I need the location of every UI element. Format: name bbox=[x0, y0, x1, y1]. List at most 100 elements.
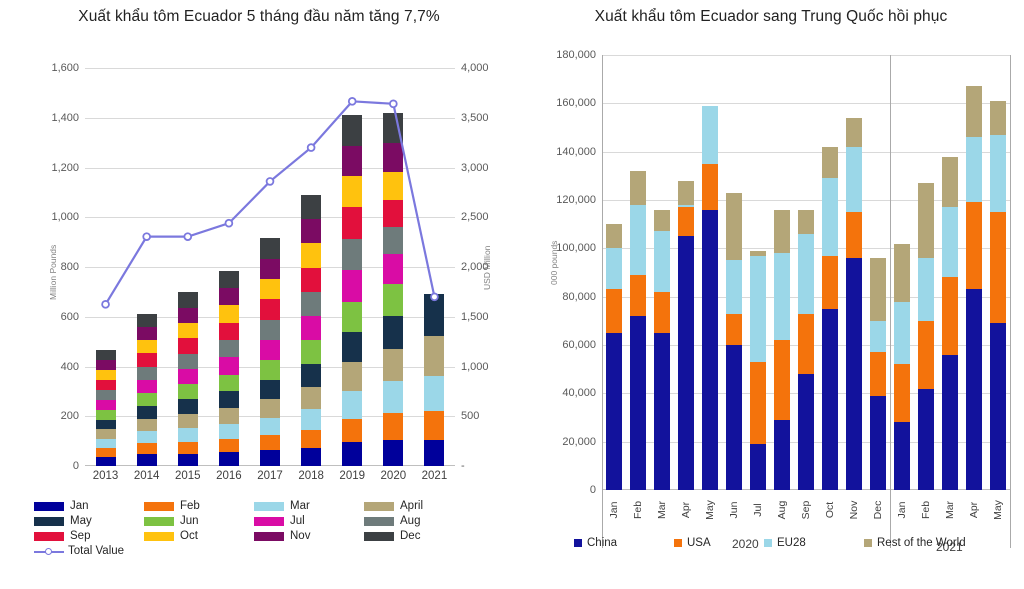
bar-segment-mar[interactable] bbox=[136, 430, 157, 444]
bar-stack[interactable] bbox=[654, 209, 670, 490]
bar-segment-may[interactable] bbox=[177, 399, 198, 414]
bar-segment-usa[interactable] bbox=[990, 212, 1006, 324]
bar-segment-may[interactable] bbox=[383, 315, 404, 350]
bar-segment-oct[interactable] bbox=[301, 243, 322, 268]
bar-segment-china[interactable] bbox=[630, 316, 646, 490]
bar-segment-dec[interactable] bbox=[95, 349, 116, 361]
bar-segment-china[interactable] bbox=[606, 332, 622, 490]
bar-segment-feb[interactable] bbox=[342, 418, 363, 443]
bar-segment-dec[interactable] bbox=[301, 194, 322, 220]
bar-segment-eu28[interactable] bbox=[726, 260, 742, 314]
bar-segment-aug[interactable] bbox=[260, 319, 280, 340]
bar-segment-nov[interactable] bbox=[301, 219, 322, 244]
bar-segment-rest-of-the-world[interactable] bbox=[654, 209, 670, 232]
bar-segment-feb[interactable] bbox=[218, 439, 239, 453]
bar-segment-aug[interactable] bbox=[95, 390, 116, 401]
bar-stack[interactable] bbox=[726, 192, 742, 490]
bar-segment-dec[interactable] bbox=[342, 115, 363, 146]
legend-item-rest-of-the-world[interactable]: Rest of the World bbox=[864, 537, 966, 549]
bar-segment-sep[interactable] bbox=[342, 207, 363, 239]
bar-segment-rest-of-the-world[interactable] bbox=[798, 209, 814, 234]
bar-segment-nov[interactable] bbox=[177, 307, 198, 323]
bar-segment-china[interactable] bbox=[990, 323, 1006, 490]
bar-segment-rest-of-the-world[interactable] bbox=[942, 156, 958, 208]
bar-segment-usa[interactable] bbox=[870, 352, 886, 396]
bar-segment-usa[interactable] bbox=[678, 207, 694, 237]
bar-segment-jun[interactable] bbox=[177, 384, 198, 400]
bar-segment-eu28[interactable] bbox=[774, 253, 790, 341]
bar-stack[interactable] bbox=[342, 115, 363, 466]
bar-segment-china[interactable] bbox=[942, 354, 958, 490]
bar-segment-china[interactable] bbox=[918, 388, 934, 490]
bar-segment-usa[interactable] bbox=[702, 163, 718, 210]
bar-segment-may[interactable] bbox=[301, 364, 322, 387]
bar-segment-jun[interactable] bbox=[95, 410, 116, 420]
bar-segment-dec[interactable] bbox=[383, 112, 404, 143]
bar-segment-rest-of-the-world[interactable] bbox=[726, 192, 742, 261]
bar-segment-sep[interactable] bbox=[136, 353, 157, 367]
bar-segment-rest-of-the-world[interactable] bbox=[678, 180, 694, 205]
bar-segment-mar[interactable] bbox=[301, 409, 322, 431]
bar-segment-sep[interactable] bbox=[177, 338, 198, 354]
bar-segment-jun[interactable] bbox=[136, 392, 157, 406]
bar-segment-oct[interactable] bbox=[218, 305, 239, 323]
bar-stack[interactable] bbox=[966, 86, 982, 490]
bar-segment-eu28[interactable] bbox=[990, 134, 1006, 213]
legend-item-jan[interactable]: Jan bbox=[34, 500, 144, 512]
bar-segment-sep[interactable] bbox=[218, 322, 239, 340]
bar-segment-china[interactable] bbox=[870, 395, 886, 490]
bar-segment-mar[interactable] bbox=[424, 376, 445, 412]
bar-stack[interactable] bbox=[630, 171, 646, 490]
bar-stack[interactable] bbox=[702, 105, 718, 490]
bar-segment-jan[interactable] bbox=[383, 439, 404, 466]
bar-segment-usa[interactable] bbox=[750, 361, 766, 445]
bar-segment-oct[interactable] bbox=[260, 278, 280, 300]
bar-segment-april[interactable] bbox=[136, 418, 157, 431]
bar-segment-aug[interactable] bbox=[383, 227, 404, 255]
bar-stack[interactable] bbox=[218, 270, 239, 466]
bar-segment-nov[interactable] bbox=[383, 142, 404, 173]
bar-segment-mar[interactable] bbox=[383, 381, 404, 413]
bar-segment-oct[interactable] bbox=[177, 322, 198, 339]
bar-segment-eu28[interactable] bbox=[966, 137, 982, 203]
bar-stack[interactable] bbox=[798, 209, 814, 490]
legend-item-aug[interactable]: Aug bbox=[364, 515, 474, 527]
bar-stack[interactable] bbox=[260, 237, 280, 466]
bar-segment-may[interactable] bbox=[136, 405, 157, 419]
bar-segment-usa[interactable] bbox=[774, 340, 790, 420]
bar-stack[interactable] bbox=[678, 180, 694, 490]
bar-segment-china[interactable] bbox=[966, 289, 982, 490]
bar-segment-jan[interactable] bbox=[95, 456, 116, 466]
bar-segment-rest-of-the-world[interactable] bbox=[606, 224, 622, 249]
bar-segment-rest-of-the-world[interactable] bbox=[894, 243, 910, 302]
bar-segment-jul[interactable] bbox=[260, 339, 280, 361]
bar-segment-feb[interactable] bbox=[95, 448, 116, 457]
bar-segment-china[interactable] bbox=[822, 308, 838, 490]
bar-segment-rest-of-the-world[interactable] bbox=[918, 183, 934, 259]
bar-segment-oct[interactable] bbox=[95, 370, 116, 381]
bar-segment-feb[interactable] bbox=[136, 443, 157, 455]
bar-segment-china[interactable] bbox=[726, 345, 742, 490]
bar-stack[interactable] bbox=[822, 146, 838, 490]
bar-segment-usa[interactable] bbox=[798, 313, 814, 374]
bar-segment-april[interactable] bbox=[218, 407, 239, 424]
bar-segment-usa[interactable] bbox=[846, 212, 862, 258]
bar-segment-aug[interactable] bbox=[218, 339, 239, 358]
bar-segment-usa[interactable] bbox=[894, 364, 910, 423]
legend-item-feb[interactable]: Feb bbox=[144, 500, 254, 512]
bar-segment-china[interactable] bbox=[894, 422, 910, 490]
bar-segment-eu28[interactable] bbox=[870, 320, 886, 353]
bar-segment-usa[interactable] bbox=[606, 289, 622, 333]
bar-segment-jul[interactable] bbox=[301, 316, 322, 341]
bar-segment-rest-of-the-world[interactable] bbox=[966, 86, 982, 138]
bar-segment-jan[interactable] bbox=[136, 454, 157, 466]
legend-item-usa[interactable]: USA bbox=[674, 537, 711, 549]
bar-segment-rest-of-the-world[interactable] bbox=[822, 146, 838, 179]
legend-item-april[interactable]: April bbox=[364, 500, 474, 512]
bar-segment-usa[interactable] bbox=[966, 202, 982, 290]
bar-segment-feb[interactable] bbox=[260, 435, 280, 451]
bar-segment-oct[interactable] bbox=[383, 172, 404, 201]
bar-segment-usa[interactable] bbox=[654, 291, 670, 333]
bar-segment-dec[interactable] bbox=[136, 313, 157, 328]
bar-segment-jul[interactable] bbox=[342, 270, 363, 302]
